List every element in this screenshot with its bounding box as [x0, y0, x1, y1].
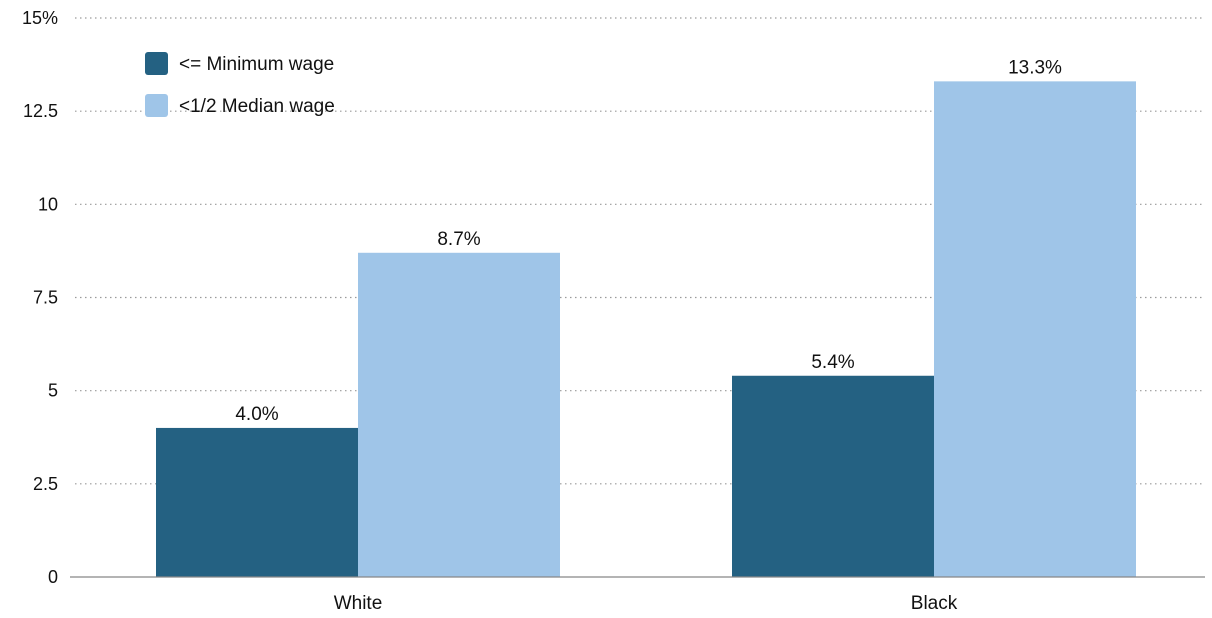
y-tick-label-12-5: 12.5: [23, 101, 58, 121]
x-axis-category-labels: White Black: [334, 593, 958, 614]
data-label-black-1-2-median-wage: 13.3%: [1008, 57, 1062, 78]
legend-label-half-median-wage: <1/2 Median wage: [179, 96, 335, 117]
bars: [156, 81, 1136, 577]
data-label-white-minimum-wage: 4.0%: [235, 404, 278, 425]
legend-swatch-half-median-wage: [145, 94, 168, 117]
x-category-label-white: White: [334, 593, 383, 614]
gridlines: [75, 17, 1205, 485]
y-tick-label-15: 15%: [22, 8, 58, 28]
data-labels: 4.0% 8.7% 5.4% 13.3%: [235, 57, 1062, 425]
y-tick-label-10: 10: [38, 194, 58, 214]
bar-white-1-2-median-wage: [358, 252, 560, 577]
legend-label-minimum-wage: <= Minimum wage: [179, 54, 334, 75]
y-tick-label-2-5: 2.5: [33, 474, 58, 494]
bar-black-1-2-median-wage: [934, 81, 1136, 577]
data-label-black-minimum-wage: 5.4%: [811, 352, 854, 373]
x-category-label-black: Black: [911, 593, 958, 614]
bar-white-minimum-wage: [156, 427, 358, 577]
y-tick-label-7-5: 7.5: [33, 288, 58, 308]
legend: <= Minimum wage <1/2 Median wage: [145, 52, 335, 117]
y-tick-label-5: 5: [48, 381, 58, 401]
y-axis-tick-labels: 0 2.5 5 7.5 10 12.5 15%: [22, 8, 58, 587]
legend-swatch-minimum-wage: [145, 52, 168, 75]
bar-black-minimum-wage: [732, 375, 934, 577]
y-tick-label-0: 0: [48, 567, 58, 587]
data-label-white-1-2-median-wage: 8.7%: [437, 229, 480, 250]
